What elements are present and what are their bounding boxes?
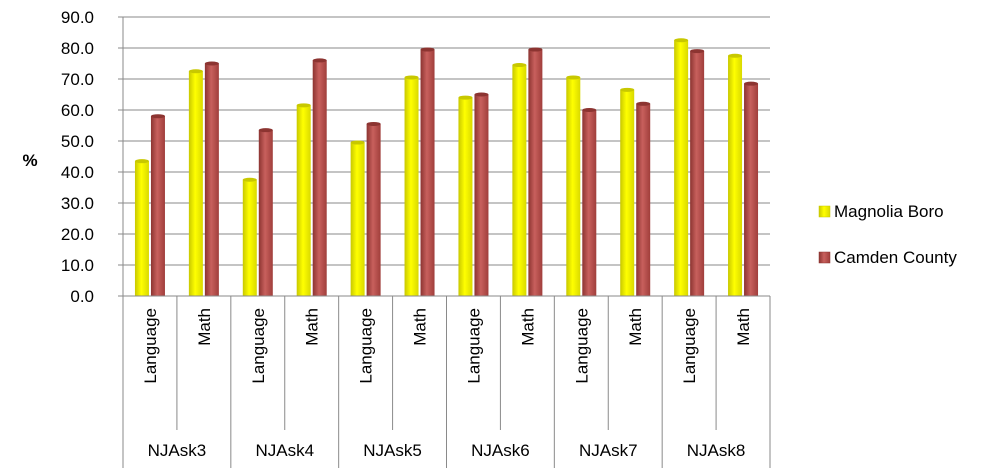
bar-cap (620, 87, 635, 92)
bar-cap (566, 75, 581, 80)
y-tick-label: 80.0 (61, 39, 94, 58)
bar-cap (636, 101, 651, 106)
bar-cap (366, 121, 381, 126)
category-labels: Language Math Language Math Language Math Lang… (141, 308, 753, 460)
bar-cap (296, 103, 311, 108)
y-tick-label: 40.0 (61, 163, 94, 182)
bar (420, 49, 435, 296)
bar-cap (404, 75, 419, 80)
y-tick-label: 0.0 (70, 287, 94, 306)
group-label: NJAsk6 (471, 441, 530, 460)
bar-cap (474, 92, 489, 97)
bar (512, 65, 527, 296)
group-label: NJAsk4 (255, 441, 314, 460)
bar (204, 63, 219, 296)
group-label: NJAsk5 (363, 441, 422, 460)
bar (582, 110, 597, 296)
bar (188, 71, 203, 296)
category-label: Language (249, 308, 268, 384)
bar-cap (690, 49, 705, 54)
legend-swatch (818, 251, 831, 264)
category-label: Language (572, 308, 591, 384)
bar-cap (458, 95, 473, 100)
y-tick-label: 70.0 (61, 70, 94, 89)
category-label: Math (734, 308, 753, 346)
y-axis-title: % (22, 151, 37, 170)
bar (350, 142, 365, 296)
group-label: NJAsk3 (148, 441, 207, 460)
bar-cap (420, 47, 435, 52)
bar-cap (350, 140, 365, 145)
bar-cap (204, 61, 219, 66)
bar (474, 94, 489, 296)
y-tick-label: 20.0 (61, 225, 94, 244)
bar (150, 116, 165, 296)
y-tick-label: 30.0 (61, 194, 94, 213)
bar (528, 49, 543, 296)
bar (242, 179, 257, 296)
gridlines (123, 16, 770, 266)
bars (134, 38, 759, 297)
bar (636, 103, 651, 296)
bar (312, 60, 327, 297)
legend-swatch (818, 205, 831, 218)
category-label: Math (195, 308, 214, 346)
bar-cap (744, 81, 759, 86)
y-tick-label: 90.0 (61, 8, 94, 27)
y-tick-labels: 0.0 10.0 20.0 30.0 40.0 50.0 60.0 70.0 80.0 90.0 (61, 8, 94, 306)
bar (674, 40, 689, 296)
bar (258, 130, 273, 296)
category-label: Math (411, 308, 430, 346)
bar (744, 83, 759, 297)
bar (366, 123, 381, 296)
category-label: Math (518, 308, 537, 346)
legend-label: Magnolia Boro (834, 202, 944, 221)
bar-cap (582, 108, 597, 112)
y-tick-label: 50.0 (61, 132, 94, 151)
category-label: Math (626, 308, 645, 346)
legend: Magnolia Boro Camden County (818, 202, 957, 267)
bar-cap (150, 114, 165, 119)
y-tick-label: 10.0 (61, 256, 94, 275)
bar (404, 77, 419, 296)
bar (566, 77, 581, 296)
bar-cap (312, 58, 327, 63)
category-label: Language (357, 308, 376, 384)
bar-cap (674, 38, 689, 43)
bar-cap (134, 159, 149, 164)
group-label: NJAsk8 (687, 441, 746, 460)
bar (134, 161, 149, 296)
bar-cap (728, 53, 743, 58)
category-label: Language (680, 308, 699, 384)
category-label: Language (141, 308, 160, 384)
legend-label: Camden County (834, 248, 957, 267)
bar-cap (188, 69, 203, 74)
bar (728, 55, 743, 296)
bar (690, 51, 705, 296)
bar (458, 97, 473, 296)
bar (620, 89, 635, 296)
group-label: NJAsk7 (579, 441, 638, 460)
bar-cap (528, 47, 543, 52)
bar-cap (242, 177, 257, 182)
category-label: Language (464, 308, 483, 384)
y-tick-label: 60.0 (61, 101, 94, 120)
bar-cap (258, 128, 273, 133)
bar-cap (512, 63, 527, 68)
bar (296, 105, 311, 296)
axes (118, 16, 771, 468)
category-label: Math (303, 308, 322, 346)
